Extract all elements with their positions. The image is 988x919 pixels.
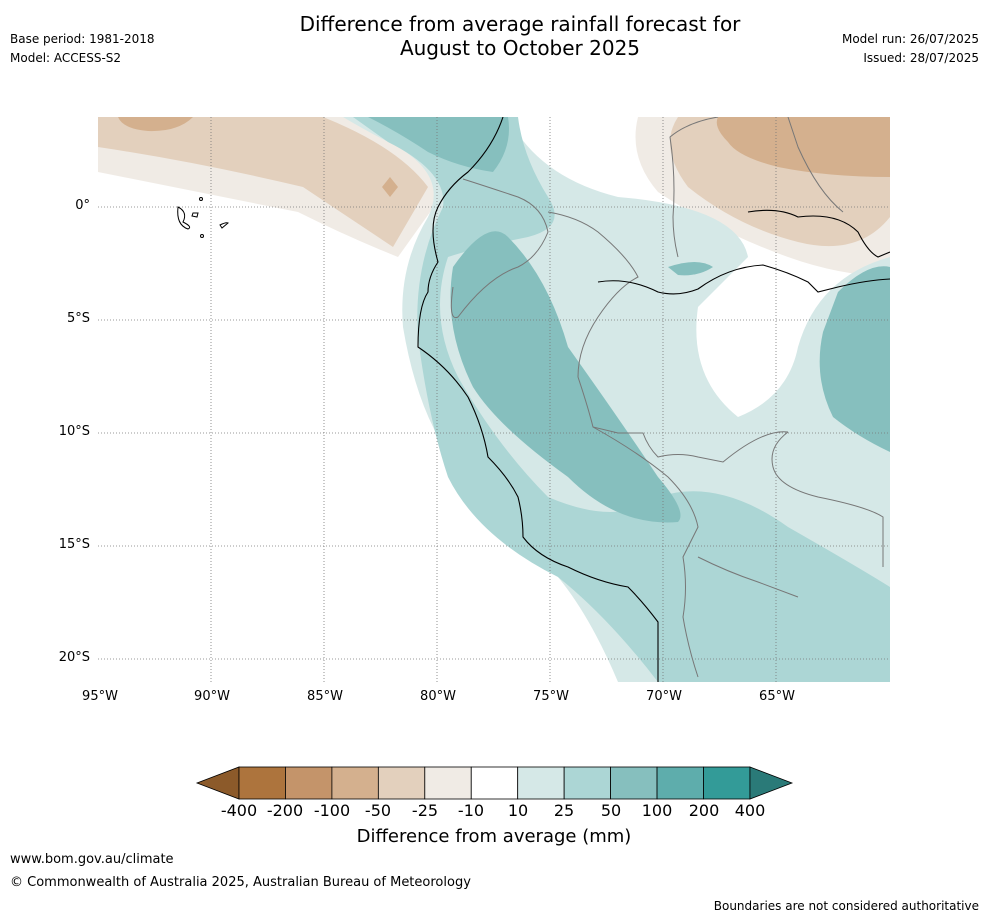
lon-label-65w: 65°W (759, 689, 795, 704)
metadata-left: Base period: 1981-2018 Model: ACCESS-S2 (10, 30, 155, 68)
lon-label-95w: 95°W (82, 689, 118, 704)
colorbar-segment (563, 766, 612, 800)
dry-region-core-nw (118, 117, 193, 132)
country-borders (450, 116, 884, 678)
model-name: Model: ACCESS-S2 (10, 51, 122, 65)
colorbar-extend-high (749, 766, 794, 800)
model-run: Model run: 26/07/2025 (841, 32, 979, 46)
colorbar-tick-label: -400 (220, 801, 258, 820)
colorbar-segment (331, 766, 379, 800)
dry-patch-small (382, 177, 398, 197)
colorbar-tick-label: -50 (364, 801, 392, 820)
map-svg (98, 116, 891, 682)
colorbar-extend-low (195, 766, 240, 800)
colorbar-tick-label: 200 (688, 801, 720, 820)
rainfall-map (98, 116, 891, 682)
wet-region-mid (353, 117, 890, 682)
wet-patch-small (668, 262, 713, 276)
base-period: Base period: 1981-2018 (10, 32, 155, 46)
title-line-2: August to October 2025 (399, 36, 641, 60)
colorbar-tick-label: 25 (553, 801, 575, 820)
colorbar-title: Difference from average (mm) (356, 826, 632, 847)
colorbar-segment (703, 766, 751, 800)
wet-region-core-east (819, 266, 890, 452)
issued-date: Issued: 28/07/2025 (863, 51, 979, 65)
colorbar-segment (424, 766, 472, 800)
lon-label-75w: 75°W (533, 689, 569, 704)
lon-label-90w: 90°W (194, 689, 230, 704)
coastline (417, 116, 891, 682)
chart-title: Difference from average rainfall forecas… (200, 12, 840, 60)
colorbar (195, 766, 794, 800)
boundary-disclaimer: Boundaries are not considered authoritat… (713, 899, 979, 913)
galapagos-islands (177, 197, 229, 238)
lat-label-5s: 5°S (66, 311, 90, 326)
gridlines (98, 117, 890, 682)
colorbar-tick-label: 50 (600, 801, 622, 820)
colorbar-segment (238, 766, 286, 800)
footer-url[interactable]: www.bom.gov.au/climate (10, 852, 174, 867)
lon-label-70w: 70°W (646, 689, 682, 704)
lon-label-85w: 85°W (307, 689, 343, 704)
lat-label-10s: 10°S (58, 424, 90, 439)
dry-region-core-ne (716, 117, 890, 177)
colorbar-segment (470, 766, 519, 800)
colorbar-tick-label: -100 (313, 801, 351, 820)
colorbar-segments (195, 766, 794, 800)
lat-label-20s: 20°S (58, 650, 90, 665)
metadata-right: Model run: 26/07/2025 Issued: 28/07/2025 (842, 30, 979, 68)
colorbar-segment (517, 766, 565, 800)
wet-region-core-peru (450, 231, 681, 523)
footer-copyright: © Commonwealth of Australia 2025, Austra… (10, 875, 471, 890)
colorbar-tick-label: -10 (457, 801, 485, 820)
colorbar-tick-label: 100 (641, 801, 673, 820)
title-line-1: Difference from average rainfall forecas… (299, 12, 741, 36)
dry-region-mid-nw (98, 117, 428, 247)
colorbar-tick-label: 10 (507, 801, 529, 820)
lat-label-15s: 15°S (58, 537, 90, 552)
lat-label-0: 0° (75, 198, 90, 213)
lon-label-80w: 80°W (420, 689, 456, 704)
colorbar-segment (610, 766, 658, 800)
colorbar-tick-label: 400 (734, 801, 766, 820)
wet-region-core-north (368, 117, 509, 172)
colorbar-segment (377, 766, 426, 800)
colorbar-segment (285, 766, 333, 800)
colorbar-tick-label: -25 (411, 801, 439, 820)
colorbar-tick-label: -200 (266, 801, 304, 820)
colorbar-segment (656, 766, 704, 800)
